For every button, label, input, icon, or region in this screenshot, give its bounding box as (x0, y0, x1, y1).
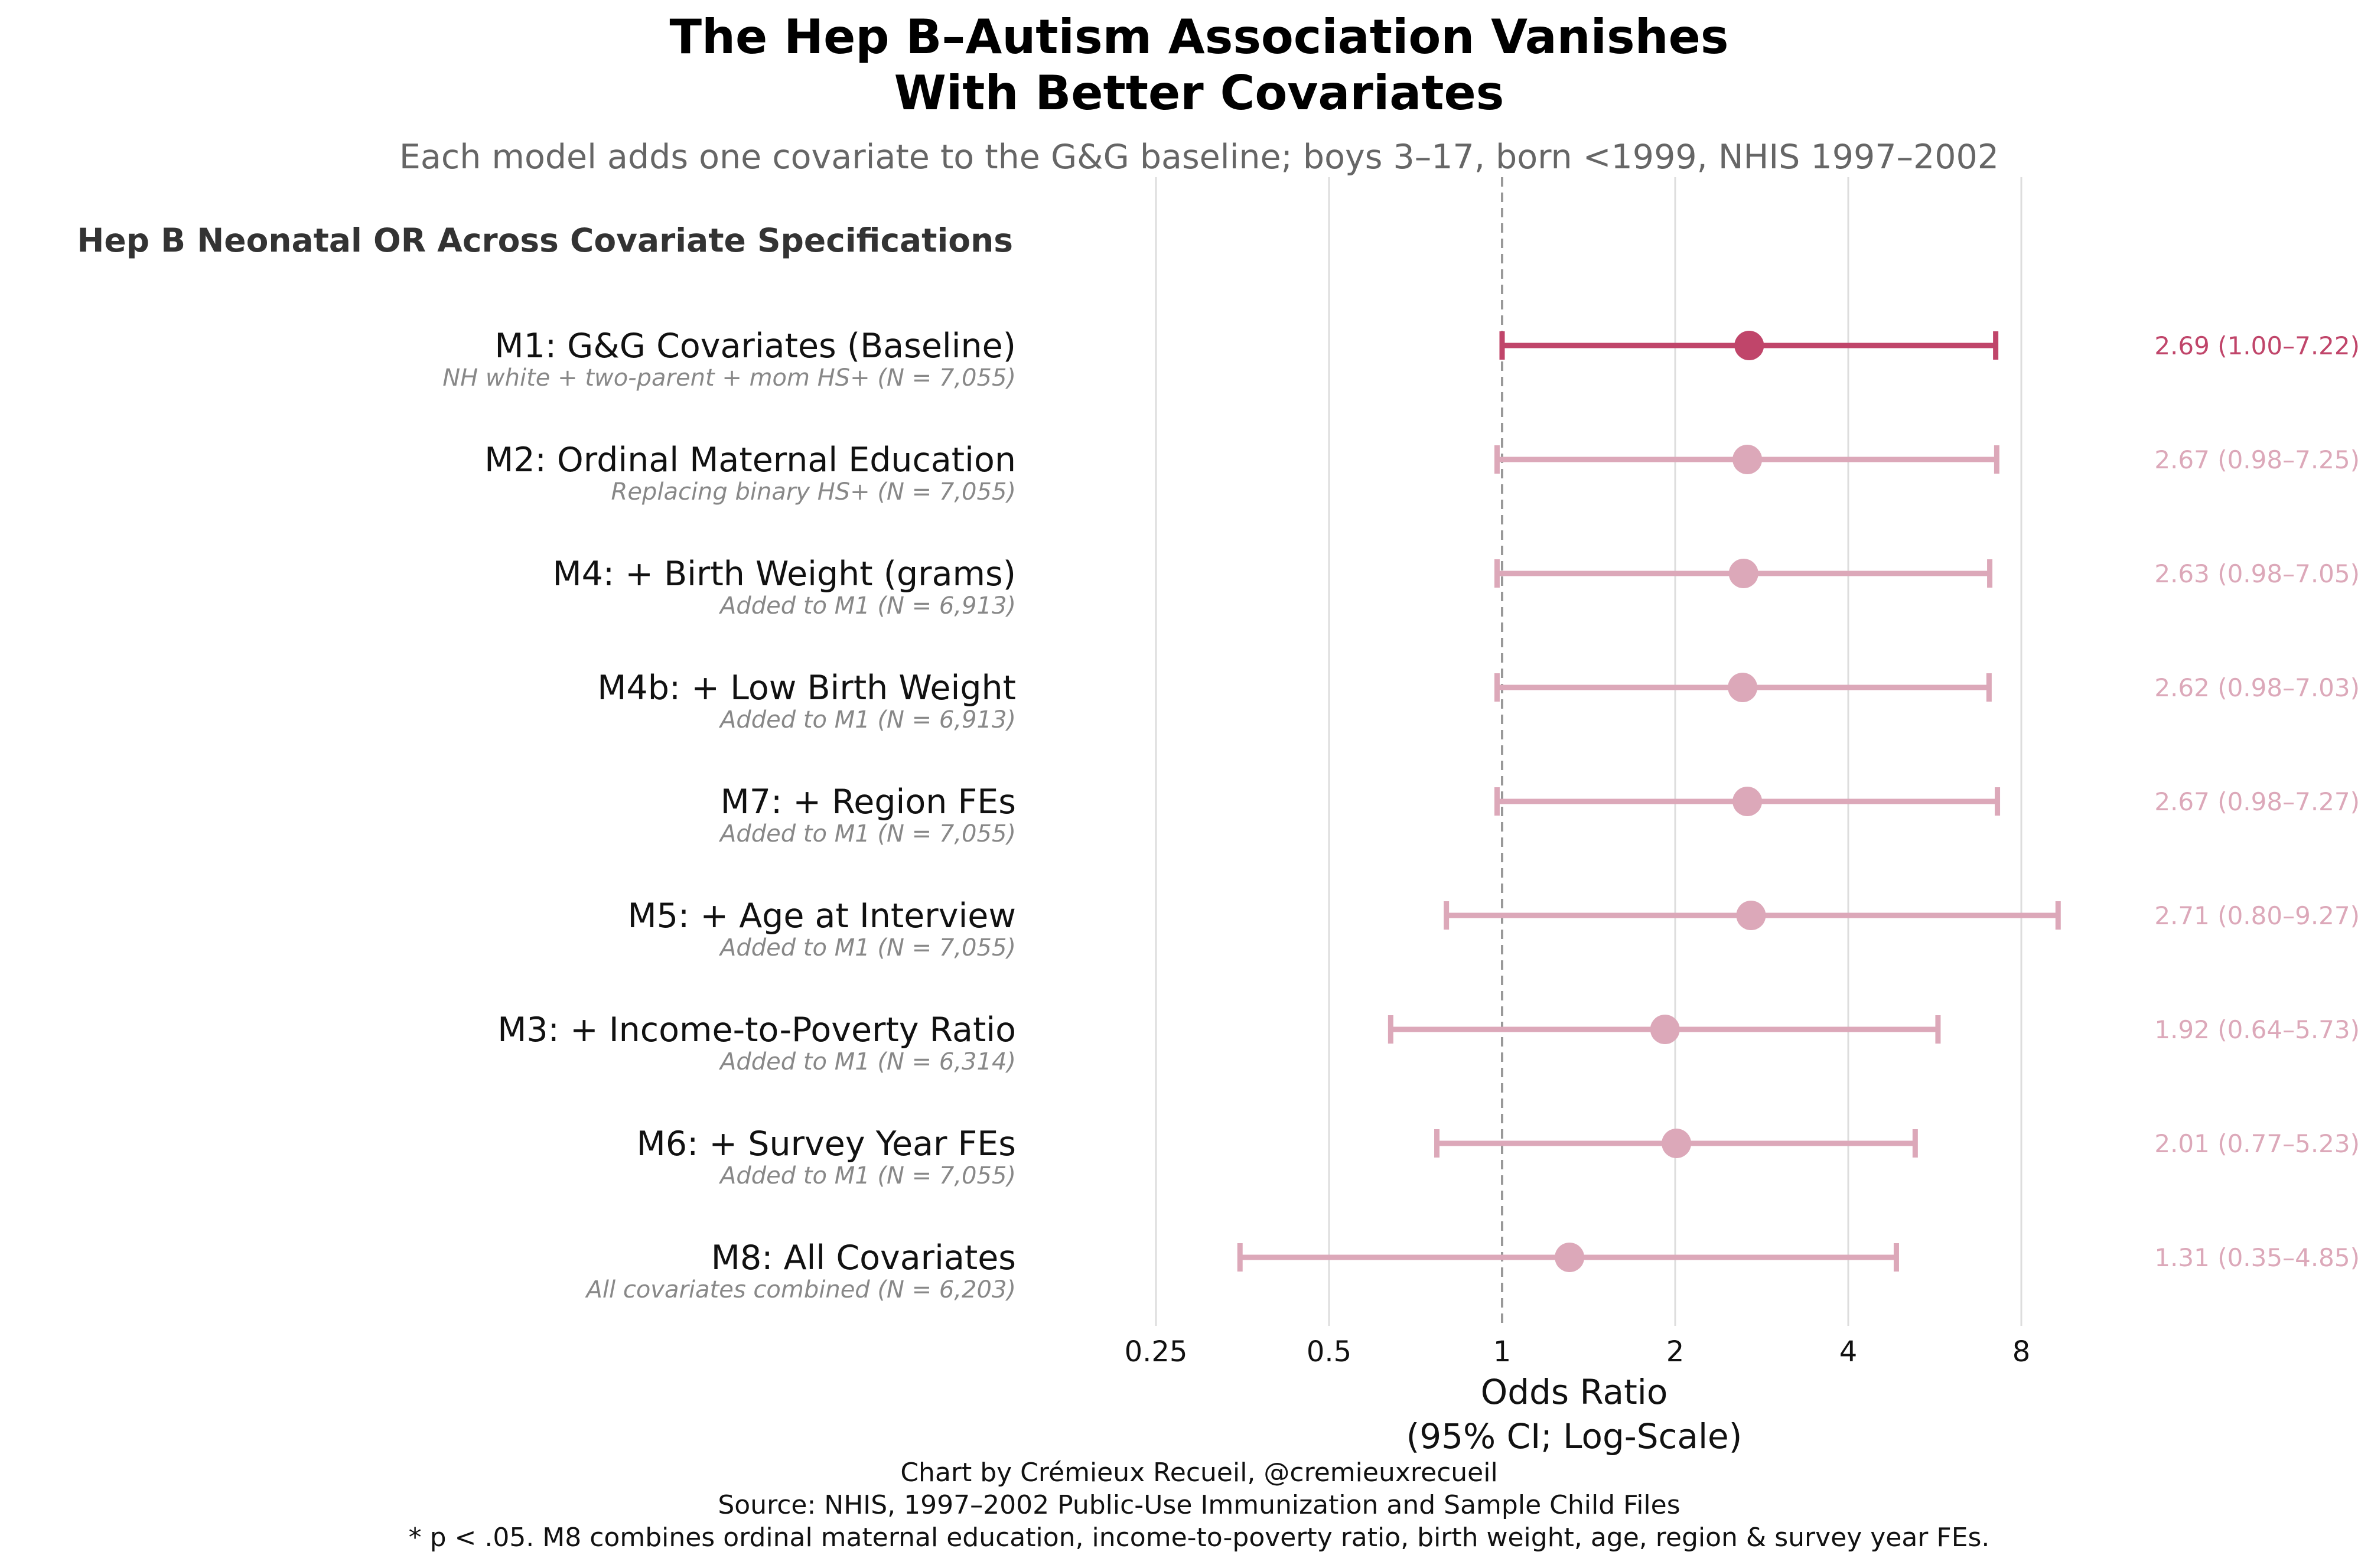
x-tick-label: 2 (1666, 1335, 1685, 1368)
row-label: M1: G&G Covariates (Baseline) (494, 327, 1016, 366)
forest-row: M1: G&G Covariates (Baseline)NH white + … (442, 327, 2360, 392)
row-label: M2: Ordinal Maternal Education (484, 441, 1016, 480)
row-label: M3: + Income-to-Poverty Ratio (497, 1010, 1016, 1049)
row-sublabel: NH white + two-parent + mom HS+ (N = 7,0… (442, 364, 1016, 392)
row-sublabel: Added to M1 (N = 7,055) (718, 934, 1016, 961)
row-label: M7: + Region FEs (721, 783, 1016, 822)
chart-title-line-1: The Hep B–Autism Association Vanishes (669, 9, 1728, 64)
chart-title-line-2: With Better Covariates (894, 66, 1504, 120)
row-sublabel: All covariates combined (N = 6,203) (585, 1276, 1016, 1303)
ci-value-label: 2.01 (0.77–5.23) (2154, 1129, 2360, 1158)
x-axis-ticks: 0.25 0.5 1 2 4 8 (1125, 1335, 2031, 1368)
ci-value-label: 2.62 (0.98–7.03) (2154, 673, 2360, 702)
x-tick-label: 1 (1493, 1335, 1512, 1368)
forest-rows: M1: G&G Covariates (Baseline)NH white + … (442, 327, 2360, 1303)
point-estimate (1650, 1015, 1680, 1044)
x-tick-label: 8 (2012, 1335, 2031, 1368)
panel-title: Hep B Neonatal OR Across Covariate Speci… (77, 221, 1013, 259)
row-sublabel: Replacing binary HS+ (N = 7,055) (611, 478, 1016, 506)
ci-value-label: 2.67 (0.98–7.27) (2154, 787, 2360, 816)
row-label: M6: + Survey Year FEs (637, 1124, 1016, 1163)
row-sublabel: Added to M1 (N = 6,913) (718, 592, 1016, 620)
x-tick-label: 4 (1839, 1335, 1858, 1368)
point-estimate (1728, 559, 1758, 588)
ci-value-label: 1.92 (0.64–5.73) (2154, 1015, 2360, 1044)
row-label: M5: + Age at Interview (628, 897, 1016, 935)
point-estimate (1662, 1129, 1692, 1158)
row-sublabel: Added to M1 (N = 6,314) (718, 1048, 1016, 1075)
row-sublabel: Added to M1 (N = 7,055) (718, 1162, 1016, 1189)
x-tick-label: 0.25 (1125, 1335, 1188, 1368)
ci-value-label: 1.31 (0.35–4.85) (2154, 1243, 2360, 1272)
row-label: M8: All Covariates (711, 1238, 1016, 1277)
ci-value-label: 2.63 (0.98–7.05) (2154, 559, 2360, 588)
ci-value-label: 2.69 (1.00–7.22) (2154, 331, 2360, 360)
gridlines (1155, 177, 2022, 1326)
row-label: M4b: + Low Birth Weight (597, 669, 1016, 708)
x-axis-label-line-1: Odds Ratio (1481, 1372, 1668, 1412)
ci-value-label: 2.67 (0.98–7.25) (2154, 445, 2360, 474)
chart-subtitle: Each model adds one covariate to the G&G… (399, 138, 1999, 177)
x-axis-label-line-2: (95% CI; Log-Scale) (1406, 1416, 1743, 1456)
point-estimate (1728, 673, 1758, 702)
point-estimate (1555, 1243, 1585, 1272)
forest-row: M4: + Birth Weight (grams)Added to M1 (N… (552, 555, 2360, 620)
footer-source: Source: NHIS, 1997–2002 Public-Use Immun… (718, 1490, 1680, 1520)
point-estimate (1732, 787, 1763, 816)
ci-value-label: 2.71 (0.80–9.27) (2154, 901, 2360, 930)
row-label: M4: + Birth Weight (grams) (552, 555, 1016, 594)
row-sublabel: Added to M1 (N = 6,913) (718, 706, 1016, 734)
point-estimate (1736, 901, 1766, 930)
footer-note: * p < .05. M8 combines ordinal maternal … (409, 1523, 1990, 1553)
forest-row: M2: Ordinal Maternal EducationReplacing … (484, 441, 2360, 506)
footer-credit: Chart by Crémieux Recueil, @cremieuxrecu… (900, 1458, 1497, 1488)
point-estimate (1732, 445, 1763, 474)
x-tick-label: 0.5 (1307, 1335, 1351, 1368)
point-estimate (1734, 331, 1764, 360)
row-sublabel: Added to M1 (N = 7,055) (718, 820, 1016, 847)
